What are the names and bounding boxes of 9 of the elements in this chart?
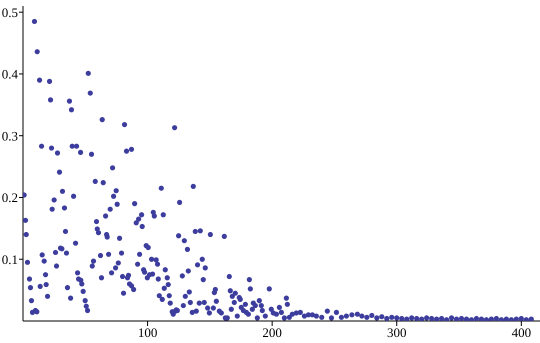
x-tick-label: 200	[262, 325, 282, 340]
y-tick-label: 0.3	[2, 128, 18, 144]
x-tick-label: 100	[138, 325, 158, 340]
x-tick-label: 300	[386, 325, 406, 340]
y-tick-label: 0.2	[2, 190, 18, 206]
y-tick-label: 0.5	[2, 4, 18, 20]
y-tick-label: 0.1	[2, 252, 18, 267]
x-tick-label: 400	[512, 325, 532, 340]
y-tick-label: 0.4	[2, 66, 18, 82]
